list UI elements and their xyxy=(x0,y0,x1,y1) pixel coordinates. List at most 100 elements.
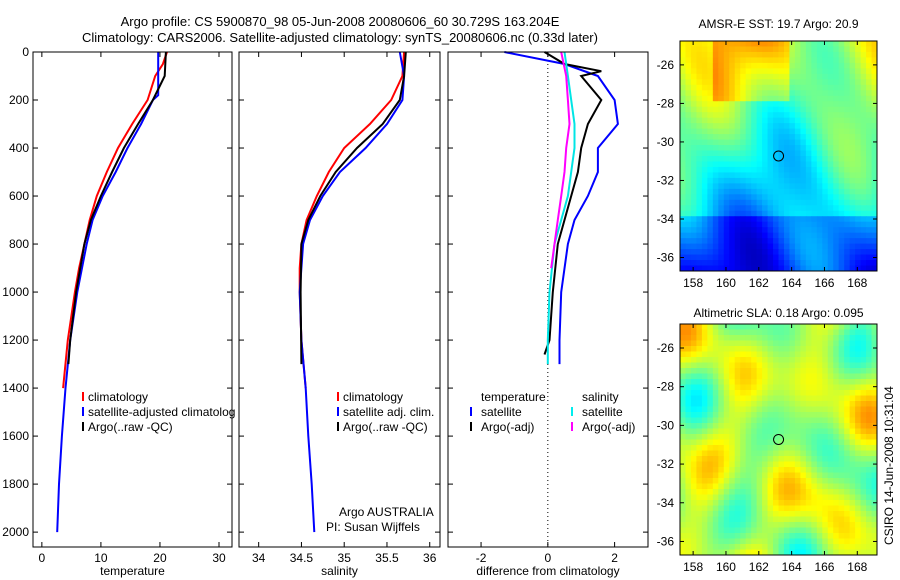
legend-swatch-red xyxy=(82,392,84,401)
legend-swatch-blue xyxy=(82,407,84,416)
map-image xyxy=(680,41,878,272)
x-tick-label: 35.5 xyxy=(375,551,399,565)
legend-swatch-black xyxy=(82,422,84,431)
y-tick-label: 2000 xyxy=(2,525,29,539)
title-line1: Argo profile: CS 5900870_98 05-Jun-2008 … xyxy=(121,14,560,29)
salinity-legend: climatology satellite adj. clim. Argo(..… xyxy=(337,390,434,434)
x-tick-label: 10 xyxy=(94,551,108,565)
x-tick-label: 34 xyxy=(252,551,266,565)
y-tick-label: 1400 xyxy=(2,381,29,395)
legend-label: satellite-adjusted climatolog xyxy=(88,405,235,419)
title-line2: Climatology: CARS2006. Satellite-adjuste… xyxy=(82,30,598,45)
legend-label: climatology xyxy=(88,390,148,404)
y-tick-label: 400 xyxy=(9,141,29,155)
sst-map-panel: 158 160 162 164 166 168 -26 -28 -30 -32 -34 -36 AMSR… xyxy=(657,17,878,290)
y-tick-label: -36 xyxy=(657,534,675,548)
map-title: AMSR-E SST: 19.7 Argo: 20.9 xyxy=(698,17,858,31)
salinity-panel: 34 34.5 35 35.5 36 salinity xyxy=(238,51,441,578)
legend-swatch-black xyxy=(470,422,472,431)
legend-label: satellite xyxy=(582,405,623,419)
legend-swatch-black xyxy=(337,422,339,431)
map-title: Altimetric SLA: 0.18 Argo: 0.095 xyxy=(693,306,863,320)
y-tick-label: -30 xyxy=(657,418,675,432)
y-tick-label: 1600 xyxy=(2,429,29,443)
x-tick-label: -2 xyxy=(476,551,487,565)
x-tick-label: 162 xyxy=(749,560,769,574)
y-tick-label: -34 xyxy=(657,212,675,226)
x-tick-label: 30 xyxy=(212,551,226,565)
y-tick-label: -36 xyxy=(657,251,675,265)
x-tick-label: 168 xyxy=(847,276,867,290)
x-tick-label: 20 xyxy=(153,551,167,565)
argo-australia-label: Argo AUSTRALIA xyxy=(339,505,434,519)
y-tick-label: 1000 xyxy=(2,285,29,299)
x-axis-label: difference from climatology xyxy=(476,564,619,578)
x-tick-label: 164 xyxy=(782,560,802,574)
y-tick-label: -34 xyxy=(657,496,675,510)
axes-frame xyxy=(238,51,441,548)
map-frame xyxy=(679,323,878,556)
y-tick-label: -28 xyxy=(657,380,675,394)
series-line-argo-raw-qc- xyxy=(67,51,167,365)
y-tick-label: -28 xyxy=(657,96,675,110)
series-line-climatology xyxy=(62,51,168,389)
legend-label: Argo(-adj) xyxy=(481,420,534,434)
series-line-satellite-adj-clim- xyxy=(298,51,406,533)
legend-swatch-cyan xyxy=(571,407,573,416)
x-tick-label: 158 xyxy=(683,560,703,574)
csiro-timestamp: CSIRO 14-Jun-2008 10:31:04 xyxy=(882,386,896,545)
pi-label: PI: Susan Wijffels xyxy=(326,520,420,534)
x-tick-label: 0 xyxy=(39,551,46,565)
series-line-satellite-adjusted-climatology xyxy=(56,52,160,533)
x-axis-label: salinity xyxy=(321,564,358,578)
legend-label: climatology xyxy=(343,390,403,404)
y-tick-label: 200 xyxy=(9,93,29,107)
y-tick-label: -32 xyxy=(657,173,675,187)
legend-swatch-red xyxy=(337,392,339,401)
argo-location-marker xyxy=(773,433,785,445)
x-tick-label: 36 xyxy=(423,551,437,565)
y-tick-label: -32 xyxy=(657,457,675,471)
y-tick-label: 800 xyxy=(9,237,29,251)
legend-label: satellite xyxy=(481,405,522,419)
sla-map-panel: 158 160 162 164 166 168 -26 -28 -30 -32 -34 -36 Alti… xyxy=(657,306,878,574)
legend-label: Argo(-adj) xyxy=(582,420,635,434)
legend-swatch-magenta xyxy=(571,422,573,431)
series-line-temperature-satellite xyxy=(504,51,619,365)
y-tick-label: -26 xyxy=(657,341,675,355)
x-tick-label: 2 xyxy=(611,551,618,565)
legend-swatch-blue xyxy=(337,407,339,416)
legend-swatch-blue xyxy=(470,407,472,416)
x-tick-label: 34.5 xyxy=(290,551,314,565)
map-image xyxy=(680,324,878,556)
legend-label: Argo(..raw -QC) xyxy=(88,420,173,434)
series-line-salinity-satellite xyxy=(546,51,576,365)
x-tick-label: 166 xyxy=(814,276,834,290)
axes-frame xyxy=(32,51,233,548)
y-tick-label: 600 xyxy=(9,189,29,203)
legend-label: satellite adj. clim. xyxy=(343,405,434,419)
series-line-climatology xyxy=(298,51,406,389)
x-tick-label: 158 xyxy=(683,276,703,290)
map-frame xyxy=(679,40,878,272)
y-tick-label: 1200 xyxy=(2,333,29,347)
x-tick-label: 166 xyxy=(814,560,834,574)
argo-location-marker xyxy=(773,150,785,162)
difference-legend: temperature salinity satellite Argo(-adj… xyxy=(470,390,635,434)
x-tick-label: 162 xyxy=(749,276,769,290)
x-tick-label: 168 xyxy=(847,560,867,574)
y-tick-label: -26 xyxy=(657,58,675,72)
x-tick-label: 160 xyxy=(716,276,736,290)
legend-header: temperature xyxy=(481,390,546,404)
temperature-legend: climatology satellite-adjusted climatolo… xyxy=(82,390,235,434)
legend-label: Argo(..raw -QC) xyxy=(343,420,428,434)
temperature-panel: 0 10 20 30 temperature 0 200 400 600 800 1000 1200 1… xyxy=(2,45,233,578)
x-tick-label: 160 xyxy=(716,560,736,574)
y-tick-label: -30 xyxy=(657,135,675,149)
series-line-temperature-argo-adj- xyxy=(543,51,603,355)
x-tick-label: 35 xyxy=(338,551,352,565)
y-tick-label: 1800 xyxy=(2,477,29,491)
series-line-argo-raw-qc- xyxy=(299,51,407,365)
